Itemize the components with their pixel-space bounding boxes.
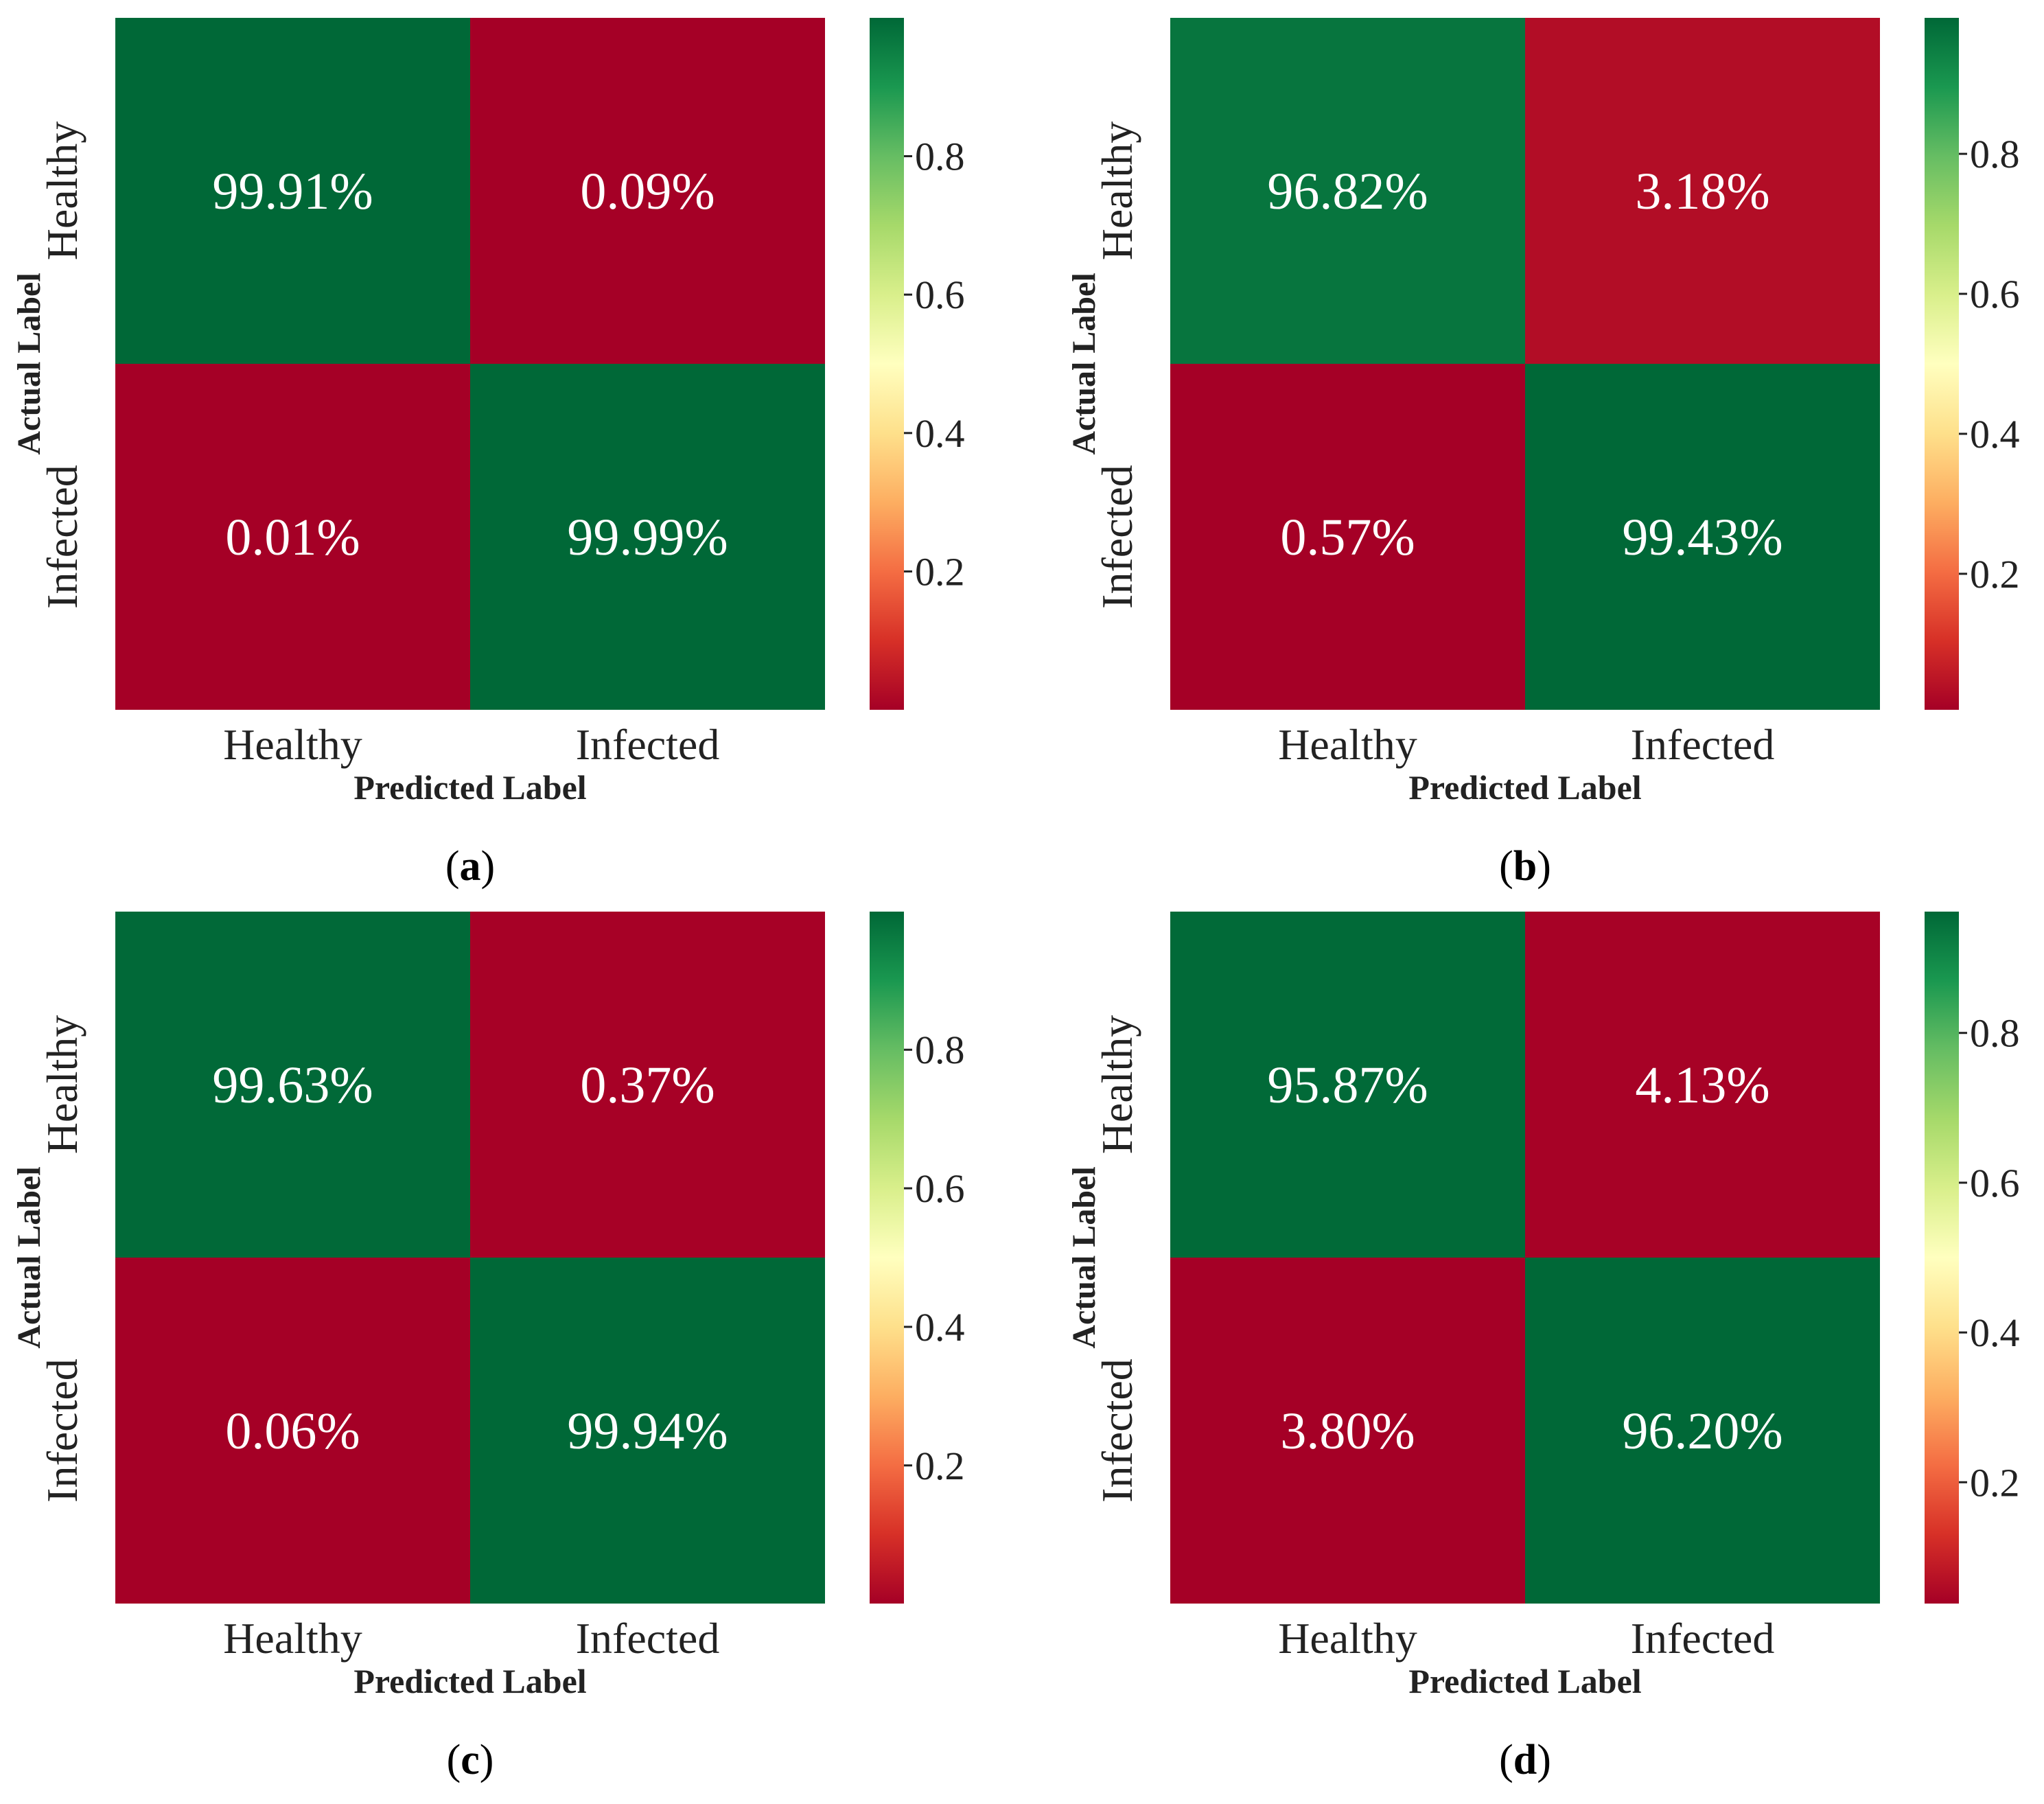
y-tick-label: Infected — [38, 1358, 86, 1503]
x-tick-label: Infected — [1631, 1614, 1775, 1663]
x-axis-label: Predicted Label — [1408, 1662, 1641, 1700]
colorbar-tick-label: 0.4 — [915, 1305, 965, 1350]
cell-annotation: 96.82% — [1267, 163, 1428, 220]
colorbar-tick-label: 0.6 — [915, 1166, 965, 1211]
heatmap-cell — [115, 364, 470, 710]
panel-label: (a) — [445, 843, 495, 890]
x-tick-label: Healthy — [1278, 1614, 1417, 1663]
heatmap-cell — [115, 912, 470, 1258]
heatmap-cell — [115, 1258, 470, 1604]
colorbar-tick-label: 0.2 — [1970, 1460, 2020, 1505]
x-tick-label: Infected — [576, 1614, 720, 1663]
confusion-matrix-panel: 99.63% 0.37%0.06% 99.94%Healthy InfectedPre… — [11, 912, 965, 1783]
colorbar-tick-label: 0.6 — [1970, 1161, 2020, 1205]
panel-label: (c) — [447, 1737, 494, 1783]
y-tick-label: Healthy — [1093, 122, 1141, 261]
heatmap-cell — [470, 18, 825, 364]
confusion-matrix-panel: 95.87% 4.13%3.80% 96.20%Healthy InfectedPre… — [1066, 912, 2020, 1783]
x-tick-label: Infected — [1631, 720, 1775, 769]
y-tick-label: Infected — [1093, 1358, 1141, 1503]
heatmap-cell — [470, 364, 825, 710]
heatmap-cell — [470, 912, 825, 1258]
x-tick-label: Healthy — [223, 1614, 362, 1663]
confusion-matrix-panel: 96.82% 3.18%0.57% 99.43%Healthy InfectedPre… — [1066, 18, 2020, 890]
y-tick-label: Infected — [38, 465, 86, 609]
heatmap-cell — [1170, 364, 1525, 710]
y-tick-label: Healthy — [1093, 1015, 1141, 1155]
colorbar-tick-label: 0.8 — [915, 135, 965, 179]
cell-annotation: 0.06% — [225, 1402, 360, 1460]
colorbar — [1925, 912, 1959, 1604]
colorbar-tick-label: 0.8 — [1970, 132, 2020, 176]
y-tick-label: Healthy — [38, 1015, 86, 1155]
heatmap-cell — [1525, 912, 1880, 1258]
x-axis-label: Predicted Label — [353, 1662, 586, 1700]
heatmap-cell — [1525, 364, 1880, 710]
heatmap-cell — [1525, 18, 1880, 364]
cell-annotation: 95.87% — [1267, 1056, 1428, 1114]
colorbar-tick-label: 0.8 — [915, 1028, 965, 1072]
colorbar-tick-label: 0.2 — [1970, 552, 2020, 597]
x-tick-label: Healthy — [223, 720, 362, 769]
y-tick-label: Infected — [1093, 465, 1141, 609]
cell-annotation: 4.13% — [1635, 1056, 1769, 1114]
heatmap-cell — [1170, 18, 1525, 364]
panel-label: (b) — [1499, 843, 1551, 890]
heatmap-cell — [1170, 1258, 1525, 1604]
colorbar-tick-label: 0.4 — [1970, 1310, 2020, 1355]
colorbar-tick-label: 0.4 — [1970, 412, 2020, 456]
colorbar — [870, 912, 904, 1604]
cell-annotation: 99.63% — [212, 1056, 373, 1114]
y-axis-label: Actual Label — [1066, 273, 1102, 454]
cell-annotation: 3.18% — [1635, 163, 1769, 220]
cell-annotation: 0.01% — [225, 509, 360, 566]
heatmap-cell — [115, 18, 470, 364]
y-axis-label: Actual Label — [11, 1166, 47, 1348]
cell-annotation: 0.37% — [580, 1056, 715, 1114]
cell-annotation: 0.57% — [1280, 509, 1415, 566]
x-axis-label: Predicted Label — [353, 768, 586, 807]
panel-label: (d) — [1499, 1737, 1551, 1783]
colorbar — [870, 18, 904, 710]
y-tick-label: Healthy — [38, 122, 86, 261]
cell-annotation: 99.94% — [567, 1402, 728, 1460]
cell-annotation: 3.80% — [1280, 1402, 1415, 1460]
cell-annotation: 96.20% — [1622, 1402, 1782, 1460]
colorbar-tick-label: 0.2 — [915, 549, 965, 594]
x-axis-label: Predicted Label — [1408, 768, 1641, 807]
colorbar-tick-label: 0.6 — [915, 273, 965, 317]
cell-annotation: 99.99% — [567, 509, 728, 566]
colorbar-tick-label: 0.6 — [1970, 272, 2020, 316]
colorbar — [1925, 18, 1959, 710]
colorbar-tick-label: 0.8 — [1970, 1011, 2020, 1056]
heatmap-cell — [1525, 1258, 1880, 1604]
heatmap-cell — [1170, 912, 1525, 1258]
confusion-matrix-panel: 99.91% 0.09%0.01% 99.99%Healthy InfectedPre… — [11, 18, 965, 890]
colorbar-tick-label: 0.4 — [915, 411, 965, 456]
cell-annotation: 99.91% — [212, 163, 373, 220]
cell-annotation: 99.43% — [1622, 509, 1782, 566]
y-axis-label: Actual Label — [11, 273, 47, 454]
x-tick-label: Healthy — [1278, 720, 1417, 769]
y-axis-label: Actual Label — [1066, 1166, 1102, 1348]
x-tick-label: Infected — [576, 720, 720, 769]
heatmap-cell — [470, 1258, 825, 1604]
cell-annotation: 0.09% — [580, 163, 715, 220]
colorbar-tick-label: 0.2 — [915, 1444, 965, 1488]
